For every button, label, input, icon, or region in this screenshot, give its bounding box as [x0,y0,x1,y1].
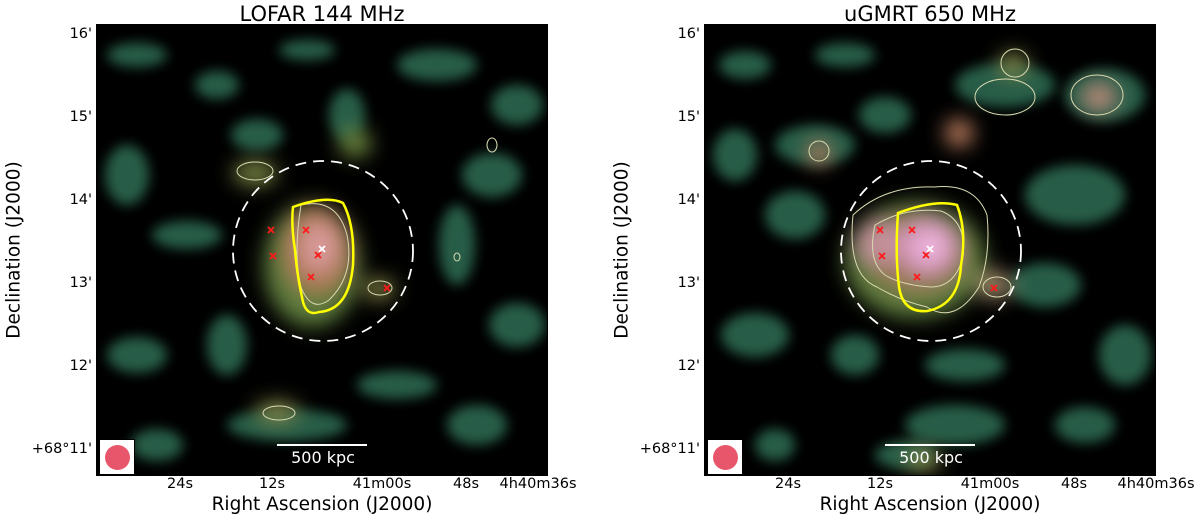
panel-lofar: LOFAR 144 MHz [3,2,577,515]
r500-circle [840,160,1022,342]
ra-tick: 24s [166,476,194,492]
dec-tick: 16' [677,26,700,42]
dec-tick: 14' [677,192,700,208]
noise-emission [105,40,545,461]
x-axis-label: Right Ascension (J2000) [211,494,433,515]
beam-icon [713,445,738,470]
panel-title: LOFAR 144 MHz [239,2,405,26]
source-markers [876,226,998,292]
dec-tick: 12' [69,358,92,374]
dec-tick: 12' [677,358,700,374]
y-axis-label: Declination (J2000) [611,161,633,339]
ra-tick: 4h40m36s [1117,476,1195,492]
dec-tick: 13' [677,275,700,291]
r500-circle [232,160,414,342]
panel-title: uGMRT 650 MHz [844,2,1016,26]
radio-map [705,25,1155,475]
radio-map [97,25,547,475]
noise-emission [713,43,1151,469]
radio-image: 500 kpc [96,24,548,476]
ra-tick: 4h40m36s [499,476,577,492]
ra-tick: 12s [866,476,894,492]
dec-tick: +68°11' [31,441,92,457]
ra-tick: 41m00s [960,476,1020,492]
ra-tick: 48s [452,476,480,492]
dec-tick: 13' [69,275,92,291]
beam-icon [105,445,130,470]
centre-marker [926,245,934,253]
dec-tick: +68°11' [639,441,700,457]
x-axis-label: Right Ascension (J2000) [819,494,1041,515]
source-markers [267,226,391,292]
ra-tick: 48s [1060,476,1088,492]
centre-marker [318,245,326,253]
beam-box [707,439,743,475]
panel-ugmrt: uGMRT 650 MHz [608,0,1200,519]
dec-tick: 14' [69,192,92,208]
halo-region-outline [291,198,355,315]
dec-tick: 15' [69,109,92,125]
halo-region-outline [895,202,965,313]
ra-tick: 41m00s [352,476,412,492]
beam-box [99,439,135,475]
dec-tick: 15' [677,109,700,125]
y-axis-label: Declination (J2000) [3,161,25,339]
flux-contours [808,48,1124,314]
radio-image: 500 kpc [704,24,1156,476]
ra-tick: 24s [774,476,802,492]
ra-tick: 12s [258,476,286,492]
flux-contours [236,137,498,421]
scale-bar-label: 500 kpc [291,448,355,467]
scale-bar-label: 500 kpc [899,448,963,467]
dec-tick: 16' [69,26,92,42]
